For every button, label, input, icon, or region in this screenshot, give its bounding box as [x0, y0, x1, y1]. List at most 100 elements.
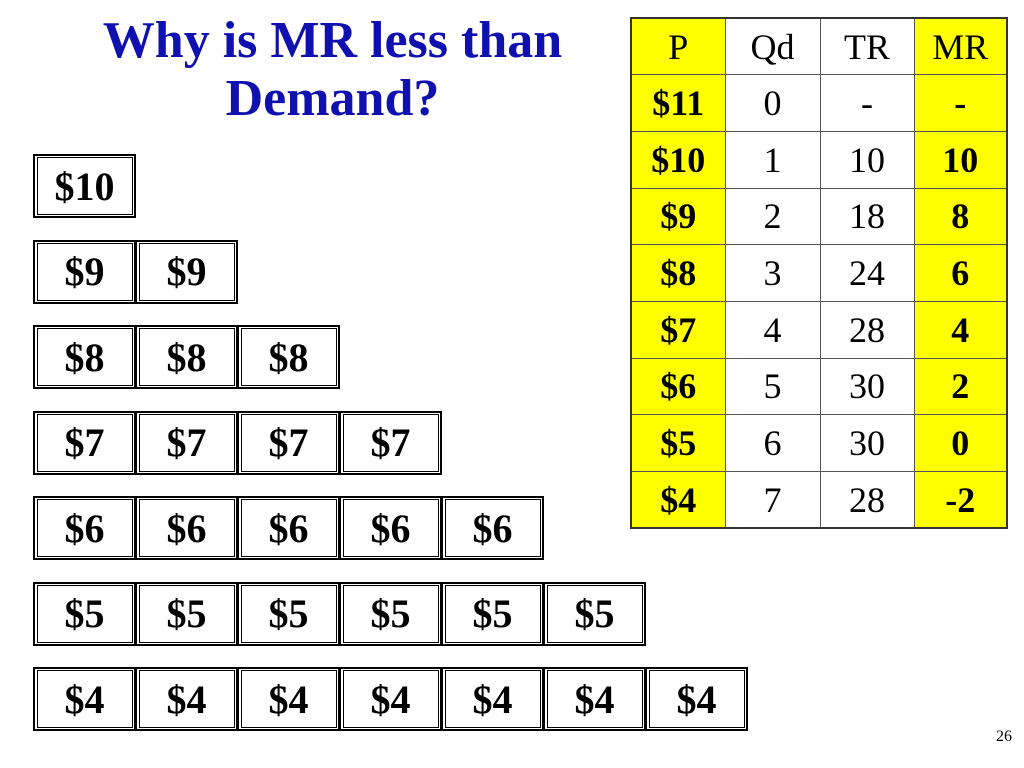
cell-marginal-revenue: -: [913, 74, 1008, 132]
price-box: $5: [339, 581, 442, 646]
price-label: $5: [546, 584, 643, 643]
cell-total-revenue: 28: [819, 300, 915, 359]
cell-price: $11: [630, 74, 726, 132]
header-marginal-revenue: MR: [913, 17, 1008, 76]
price-label: $9: [36, 242, 133, 301]
cell-total-revenue: 30: [819, 414, 915, 472]
price-box: $4: [237, 667, 340, 731]
slide-title-line-2: Demand?: [225, 70, 440, 127]
price-label: $5: [240, 584, 337, 643]
cell-quantity: 0: [724, 74, 821, 132]
price-label: $10: [36, 157, 133, 215]
price-label: $8: [240, 328, 337, 386]
cell-price: $8: [630, 244, 726, 302]
price-row: $4 $4 $4 $4 $4 $4 $4: [33, 667, 748, 731]
page-number: 26: [996, 728, 1012, 745]
price-label: $6: [36, 499, 133, 557]
price-box: $7: [339, 410, 442, 475]
price-row: $8 $8 $8: [33, 325, 747, 389]
table-row: $11 0 - -: [630, 74, 1008, 132]
price-label: $6: [138, 499, 235, 557]
price-box: $4: [33, 667, 136, 731]
price-box: $5: [33, 581, 136, 646]
price-box: $4: [339, 667, 442, 731]
cell-marginal-revenue: -2: [913, 471, 1008, 529]
cell-quantity: 2: [724, 187, 821, 246]
price-box: $6: [237, 496, 340, 560]
price-box: $7: [33, 410, 136, 475]
price-label: $7: [240, 413, 337, 472]
table-row: $5 6 30 0: [630, 414, 1008, 472]
price-box: $8: [135, 325, 238, 389]
cell-price: $4: [630, 471, 726, 529]
price-box: $5: [135, 581, 238, 646]
price-label: $9: [138, 242, 235, 301]
price-box: $7: [135, 410, 238, 475]
price-box: $9: [33, 239, 136, 304]
price-label: $6: [240, 499, 337, 557]
price-box: $6: [339, 496, 442, 560]
cell-total-revenue: 30: [819, 357, 915, 416]
price-row: $10: [33, 154, 747, 218]
price-label: $8: [36, 328, 133, 386]
cell-marginal-revenue: 6: [913, 244, 1008, 302]
price-box: $6: [135, 496, 238, 560]
cell-quantity: 3: [724, 244, 821, 302]
cell-price: $5: [630, 414, 726, 472]
price-box: $6: [33, 496, 136, 560]
price-row: $9 $9: [33, 239, 747, 304]
cell-total-revenue: -: [819, 74, 915, 132]
slide-title-line-1: Why is MR less than: [102, 12, 563, 69]
cell-total-revenue: 10: [819, 130, 915, 189]
cell-marginal-revenue: 2: [913, 357, 1008, 416]
table-row: $7 4 28 4: [630, 300, 1008, 359]
cell-quantity: 6: [724, 414, 821, 472]
price-box: $9: [135, 239, 238, 304]
cell-marginal-revenue: 10: [913, 130, 1008, 189]
header-quantity: Qd: [724, 17, 821, 76]
price-box: $5: [441, 581, 544, 646]
price-label: $4: [444, 670, 541, 728]
table-row: $9 2 18 8: [630, 187, 1008, 246]
price-box: $8: [33, 325, 136, 389]
price-box: $6: [441, 496, 544, 560]
cell-quantity: 5: [724, 357, 821, 416]
price-box: $4: [441, 667, 544, 731]
price-label: $4: [138, 670, 235, 728]
cell-marginal-revenue: 4: [913, 300, 1008, 359]
price-label: $7: [138, 413, 235, 472]
price-box: $5: [237, 581, 340, 646]
price-box: $4: [645, 667, 748, 731]
table-row: $6 5 30 2: [630, 357, 1008, 416]
header-total-revenue: TR: [819, 17, 915, 76]
cell-price: $7: [630, 300, 726, 359]
price-label: $6: [342, 499, 439, 557]
price-box: $7: [237, 410, 340, 475]
price-label: $7: [36, 413, 133, 472]
cell-quantity: 7: [724, 471, 821, 529]
price-row: $7 $7 $7 $7: [33, 410, 747, 475]
table-row: $4 7 28 -2: [630, 471, 1008, 529]
price-row: $5 $5 $5 $5 $5 $5: [33, 581, 747, 646]
price-label: $8: [138, 328, 235, 386]
cell-price: $10: [630, 130, 726, 189]
table-header-row: P Qd TR MR: [630, 17, 1008, 76]
price-staircase: $10 $9 $9 $8 $8 $8 $7 $7 $7 $7 $6 $6 $6 …: [33, 154, 748, 753]
cell-total-revenue: 18: [819, 187, 915, 246]
price-row: $6 $6 $6 $6 $6: [33, 496, 747, 560]
table-row: $10 1 10 10: [630, 130, 1008, 189]
price-label: $4: [546, 670, 643, 728]
price-label: $5: [342, 584, 439, 643]
slide-title: Why is MR less than Demand?: [40, 12, 625, 128]
price-box: $4: [543, 667, 646, 731]
price-label: $4: [342, 670, 439, 728]
header-price: P: [630, 17, 726, 76]
table-row: $8 3 24 6: [630, 244, 1008, 302]
price-label: $5: [36, 584, 133, 643]
cell-quantity: 4: [724, 300, 821, 359]
cell-marginal-revenue: 8: [913, 187, 1008, 246]
price-box: $5: [543, 581, 646, 646]
revenue-table: P Qd TR MR $11 0 - - $10 1 10 10 $9 2 18…: [630, 17, 1008, 530]
cell-price: $6: [630, 357, 726, 416]
price-box: $4: [135, 667, 238, 731]
